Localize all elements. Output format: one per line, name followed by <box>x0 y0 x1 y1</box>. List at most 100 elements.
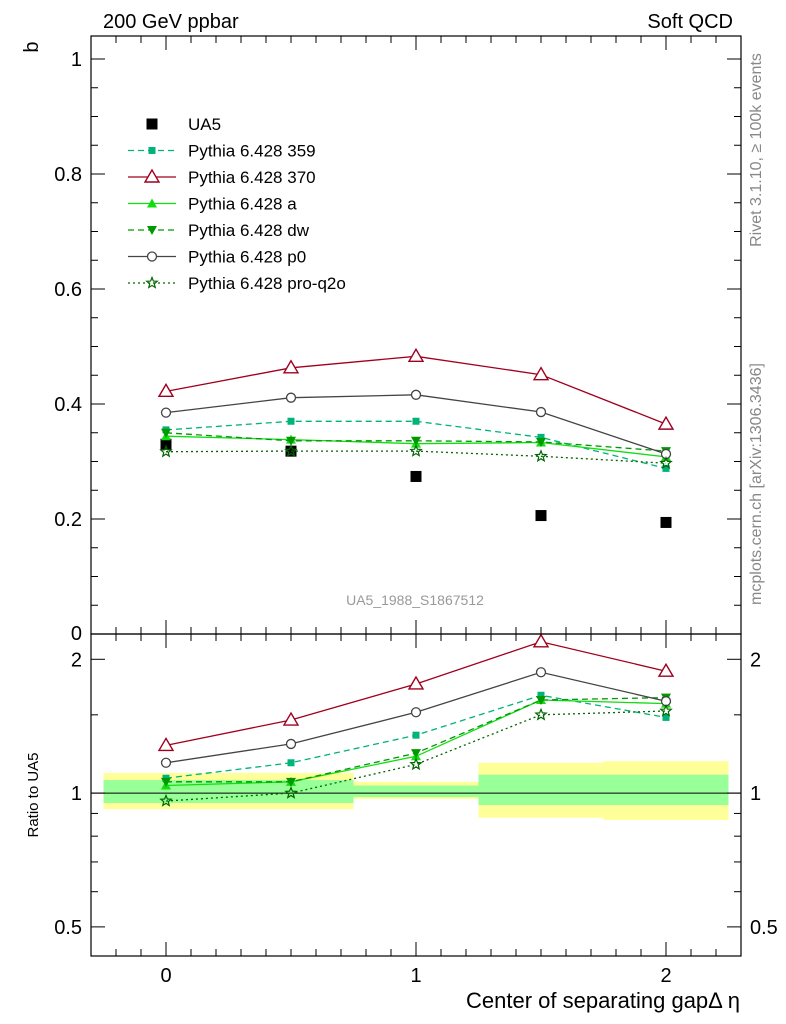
main-data-point <box>286 436 296 446</box>
legend-marker <box>145 275 159 289</box>
main-y-tick-label: 0.4 <box>54 394 82 416</box>
main-data-point <box>410 470 422 482</box>
ratio-data-point <box>161 777 171 787</box>
side-top-label: Rivet 3.1.10, ≥ 100k events <box>748 53 765 247</box>
main-data-point <box>412 417 420 425</box>
main-data-point <box>535 510 547 522</box>
ratio-y-tick-label-right: 1 <box>750 783 761 805</box>
legend-item: Pythia 6.428 359 <box>128 142 316 161</box>
main-data-point <box>532 366 550 381</box>
main-data-point <box>536 437 546 447</box>
main-data-point <box>410 389 422 400</box>
main-data-point <box>284 444 298 457</box>
ratio-data-point <box>536 695 546 705</box>
main-data-point <box>535 406 547 418</box>
legend-item: UA5 <box>146 115 221 134</box>
header-right-label: Soft QCD <box>647 11 733 33</box>
side-bottom-label: mcplots.cern.ch [arXiv:1306.3436] <box>748 363 765 605</box>
x-tick-label: 2 <box>660 965 671 987</box>
legend-label: Pythia 6.428 370 <box>188 168 316 187</box>
ratio-band-green <box>478 774 604 806</box>
ratio-data-point <box>412 731 420 739</box>
legend-label: Pythia 6.428 359 <box>188 142 316 161</box>
ratio-data-point <box>532 633 550 648</box>
main-data-point <box>657 415 675 430</box>
main-data-point <box>160 438 172 450</box>
legend-label: Pythia 6.428 dw <box>188 221 310 240</box>
main-series-line <box>165 450 667 464</box>
legend-label: Pythia 6.428 a <box>188 195 297 214</box>
legend-item: Pythia 6.428 p0 <box>128 248 306 267</box>
main-data-point <box>534 449 548 463</box>
ratio-uncertainty-bands <box>91 761 741 820</box>
ratio-plot-frame <box>90 633 742 957</box>
main-data-point <box>282 359 300 374</box>
ratio-y-tick-label-right: 0.5 <box>750 917 778 939</box>
legend-marker <box>143 168 161 183</box>
main-y-tick-label: 0 <box>71 623 82 645</box>
legend-label: Pythia 6.428 pro-q2o <box>188 274 346 293</box>
legend-marker <box>146 251 158 262</box>
ratio-data-point <box>157 737 175 752</box>
ratio-band-green <box>353 785 479 797</box>
ratio-data-point <box>659 703 673 717</box>
main-data-point <box>407 347 425 362</box>
ratio-band-green <box>603 774 729 806</box>
legend-item: Pythia 6.428 pro-q2o <box>128 274 346 293</box>
main-series-6 <box>159 444 673 469</box>
legend-item: Pythia 6.428 dw <box>128 221 310 240</box>
main-data-point <box>287 417 295 425</box>
main-data-point <box>161 428 171 438</box>
ratio-data-point <box>287 759 295 767</box>
ratio-data-point <box>286 777 296 787</box>
main-data-point <box>409 444 423 457</box>
main-data-point <box>160 407 172 418</box>
x-axis-label: Center of separating gapΔ η <box>466 988 740 1013</box>
main-data-point <box>159 444 173 458</box>
main-y-axis-label: b <box>21 41 43 52</box>
ratio-y-tick-label: 1 <box>71 783 82 805</box>
main-data-point <box>662 464 670 472</box>
ratio-data-point <box>160 757 172 768</box>
legend-marker <box>147 226 157 235</box>
ratio-data-point <box>282 711 300 726</box>
ratio-data-point <box>411 749 421 759</box>
legend-label: UA5 <box>188 115 221 134</box>
x-tick-label: 0 <box>160 965 171 987</box>
ratio-series-5 <box>159 703 673 807</box>
legend-item: Pythia 6.428 370 <box>128 168 316 187</box>
main-y-tick-label: 0.6 <box>54 279 82 301</box>
ratio-series-1 <box>157 633 675 752</box>
legend-marker <box>147 198 157 208</box>
main-series-0 <box>160 438 672 528</box>
main-y-tick-label: 0.8 <box>54 164 82 186</box>
ratio-data-point <box>409 757 423 771</box>
legend: UA5 Pythia 6.428 359 Pythia 6.428 370 Pythi… <box>128 115 346 293</box>
main-axis-ticks: 0.2 0.4 0.6 0.8 1 0 <box>54 36 741 645</box>
analysis-watermark: UA5_1988_S1867512 <box>346 592 484 608</box>
ratio-data-point <box>407 675 425 690</box>
ratio-data-point <box>662 713 670 721</box>
main-series-group <box>157 347 675 528</box>
main-data-point <box>157 382 175 398</box>
ratio-y-tick-label: 2 <box>71 649 82 671</box>
ratio-series-line <box>165 641 667 747</box>
main-data-point <box>285 392 297 403</box>
legend-marker <box>148 147 156 154</box>
ratio-series-group <box>157 633 675 807</box>
legend-item: Pythia 6.428 a <box>128 195 297 214</box>
main-data-point <box>537 433 545 441</box>
ratio-y-tick-label-right: 2 <box>750 649 761 671</box>
ratio-y-tick-label: 0.5 <box>54 917 82 939</box>
ratio-data-point <box>534 707 548 721</box>
legend-label: Pythia 6.428 p0 <box>188 248 306 267</box>
legend-marker <box>146 118 158 130</box>
ratio-data-point <box>410 707 422 718</box>
main-series-2 <box>157 347 675 430</box>
ratio-data-point <box>535 667 547 678</box>
main-data-point <box>660 516 672 528</box>
ratio-data-point <box>159 793 173 807</box>
main-series-5 <box>160 389 672 460</box>
main-data-point <box>411 436 421 446</box>
main-series-4 <box>161 428 671 457</box>
